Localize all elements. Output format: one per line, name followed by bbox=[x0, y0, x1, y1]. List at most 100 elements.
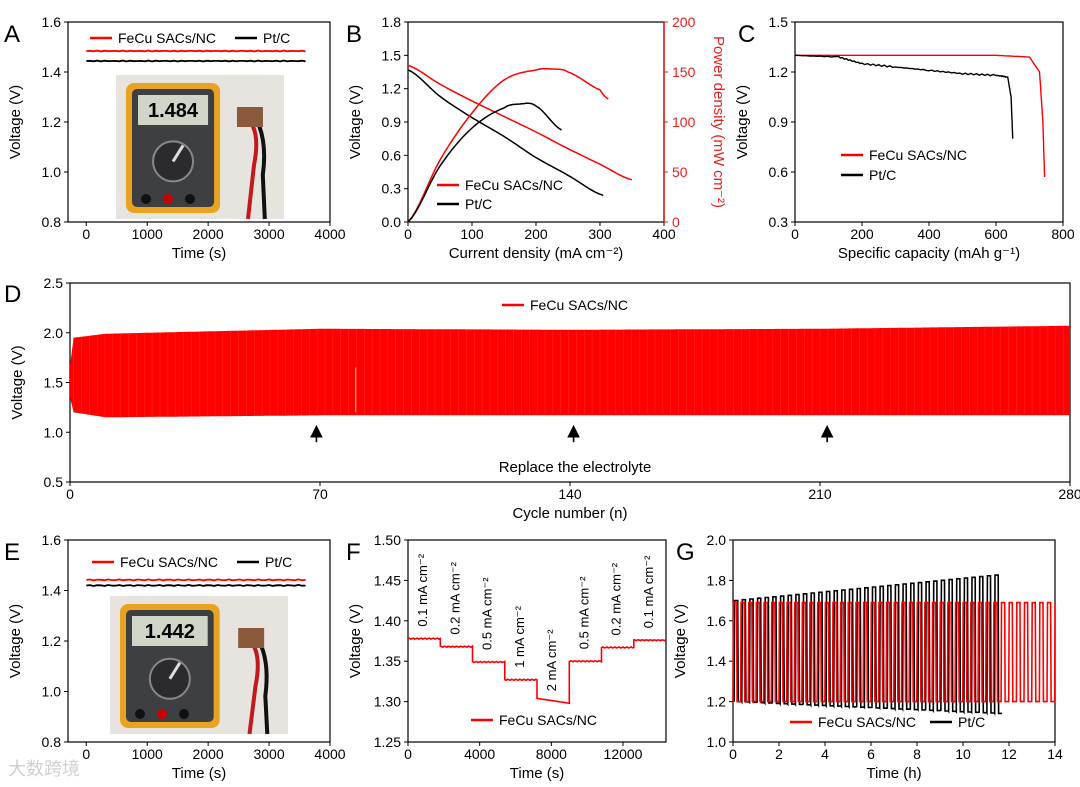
y2-tick-label: 200 bbox=[672, 14, 696, 30]
y-tick-label: 0.3 bbox=[382, 181, 402, 197]
y-axis-label: Voltage (V) bbox=[347, 85, 364, 159]
plot-frame bbox=[794, 21, 1064, 223]
y-tick-label: 1.4 bbox=[42, 583, 62, 599]
y-tick-label: 1.0 bbox=[42, 684, 62, 700]
x-tick-label: 200 bbox=[524, 226, 548, 242]
step-label: 1 mA cm⁻² bbox=[512, 605, 527, 667]
y-tick-label: 1.50 bbox=[374, 532, 401, 548]
x-tick-label: 0 bbox=[791, 226, 799, 242]
panel-a: 0 1000 2000 3000 4000 0.8 1.0 1.2 1.4 1.6 Time (s)… bbox=[4, 14, 346, 262]
y-tick-label: 1.35 bbox=[374, 653, 401, 669]
dial-pointer bbox=[168, 662, 182, 680]
x-tick-label: 400 bbox=[917, 226, 941, 242]
discharge-curve bbox=[794, 54, 1014, 139]
battery-cell bbox=[238, 628, 265, 648]
watermark-text: 大数跨境 bbox=[8, 759, 80, 780]
y-tick-label: 0.6 bbox=[769, 164, 789, 180]
x-tick-label: 8 bbox=[913, 746, 921, 762]
x-tick-label: 0 bbox=[404, 746, 412, 762]
y-axis-label: Voltage (V) bbox=[9, 345, 26, 419]
y2-tick-label: 0 bbox=[672, 214, 680, 230]
legend-label: FeCu SACs/NC bbox=[818, 714, 916, 730]
x-tick-label: 0 bbox=[729, 746, 737, 762]
y-tick-label: 0.9 bbox=[382, 114, 402, 130]
x-axis-label: Cycle number (n) bbox=[512, 505, 627, 522]
x-axis-label: Time (s) bbox=[510, 765, 564, 782]
series-line bbox=[86, 59, 306, 63]
x-tick-label: 8000 bbox=[536, 746, 567, 762]
y-tick-label: 2.0 bbox=[44, 325, 64, 341]
step-label: 0.2 mA cm⁻² bbox=[447, 561, 462, 634]
inset-photo-a: 1.484 bbox=[116, 75, 284, 220]
legend-label: Pt/C bbox=[465, 196, 492, 212]
x-tick-label: 3000 bbox=[253, 226, 284, 242]
x-tick-label: 300 bbox=[588, 226, 612, 242]
panel-g: 0 2 4 6 8 10 12 14 1.0 1.2 1.4 1.6 1.8 2.0 Time (h) Vol… bbox=[672, 532, 1063, 782]
y-axis-label: Voltage (V) bbox=[347, 604, 364, 678]
y-axis-label: Voltage (V) bbox=[734, 85, 751, 159]
polarization-curve bbox=[407, 64, 633, 181]
x-tick-label: 12000 bbox=[604, 746, 643, 762]
y-tick-label: 1.2 bbox=[769, 64, 789, 80]
panel-c: 0 200 400 600 800 0.3 0.6 0.9 1.2 1.5 Specific cap… bbox=[734, 14, 1075, 262]
x-axis-label: Time (h) bbox=[866, 765, 921, 782]
legend-label: FeCu SACs/NC bbox=[869, 147, 967, 163]
x-tick-label: 0 bbox=[404, 226, 412, 242]
power-curve bbox=[407, 67, 609, 223]
x-tick-label: 12 bbox=[1001, 746, 1017, 762]
y-tick-label: 0.8 bbox=[42, 734, 62, 750]
discharge-curve bbox=[795, 54, 1046, 178]
multimeter-reading: 1.442 bbox=[145, 621, 195, 643]
x-tick-label: 600 bbox=[984, 226, 1008, 242]
x-axis-label: Specific capacity (mAh g⁻¹) bbox=[838, 245, 1020, 262]
y2-tick-label: 50 bbox=[672, 164, 688, 180]
y-tick-label: 1.30 bbox=[374, 694, 401, 710]
x-axis-label: Current density (mA cm⁻²) bbox=[449, 245, 624, 262]
y-tick-label: 1.5 bbox=[769, 14, 789, 30]
y2-axis-label: Power density (mW cm⁻²) bbox=[710, 36, 727, 208]
rate-curve bbox=[407, 637, 667, 705]
multimeter-reading: 1.484 bbox=[148, 100, 199, 122]
step-label: 0.2 mA cm⁻² bbox=[609, 562, 624, 635]
legend-label: Pt/C bbox=[958, 714, 985, 730]
x-tick-label: 0 bbox=[66, 486, 74, 502]
step-label: 0.1 mA cm⁻² bbox=[641, 555, 656, 628]
x-tick-label: 2000 bbox=[193, 226, 224, 242]
x-tick-label: 100 bbox=[460, 226, 484, 242]
series-line bbox=[86, 49, 306, 53]
multimeter-jack bbox=[163, 194, 173, 204]
panel-e: 0 1000 2000 3000 4000 0.8 1.0 1.2 1.4 1.6 Time (s)… bbox=[4, 532, 346, 782]
multimeter-jack bbox=[157, 709, 167, 719]
y-tick-label: 0.6 bbox=[382, 147, 402, 163]
y-tick-label: 1.4 bbox=[707, 653, 727, 669]
x-tick-label: 70 bbox=[312, 486, 328, 502]
x-tick-label: 200 bbox=[850, 226, 874, 242]
x-tick-label: 280 bbox=[1058, 486, 1080, 502]
panel-b: 0 100 200 300 400 0.0 0.3 0.6 0.9 1.2 1.5 1.8 Curren… bbox=[346, 14, 727, 262]
legend-label: FeCu SACs/NC bbox=[118, 30, 216, 46]
y-axis-label: Voltage (V) bbox=[672, 604, 689, 678]
black-test-lead bbox=[259, 645, 270, 735]
y-tick-label: 2.5 bbox=[44, 275, 64, 291]
x-tick-label: 10 bbox=[955, 746, 971, 762]
series-line bbox=[86, 583, 306, 587]
step-label: 0.5 mA cm⁻² bbox=[576, 576, 591, 649]
y-tick-label: 1.2 bbox=[42, 633, 62, 649]
x-tick-label: 14 bbox=[1047, 746, 1063, 762]
polarization-curve bbox=[407, 69, 604, 197]
x-tick-label: 1000 bbox=[132, 226, 163, 242]
multimeter-jack bbox=[185, 194, 195, 204]
x-tick-label: 800 bbox=[1051, 226, 1075, 242]
y-tick-label: 1.5 bbox=[382, 47, 402, 63]
y-tick-label: 1.2 bbox=[382, 81, 402, 97]
y-tick-label: 1.0 bbox=[44, 424, 64, 440]
legend-label: FeCu SACs/NC bbox=[530, 297, 628, 313]
panel-letter: D bbox=[4, 281, 21, 308]
multimeter-jack bbox=[179, 709, 189, 719]
multimeter-screen bbox=[138, 95, 209, 125]
plot-frame bbox=[407, 539, 667, 743]
y-tick-label: 1.45 bbox=[374, 572, 401, 588]
x-tick-label: 140 bbox=[558, 486, 582, 502]
x-tick-label: 2 bbox=[775, 746, 783, 762]
